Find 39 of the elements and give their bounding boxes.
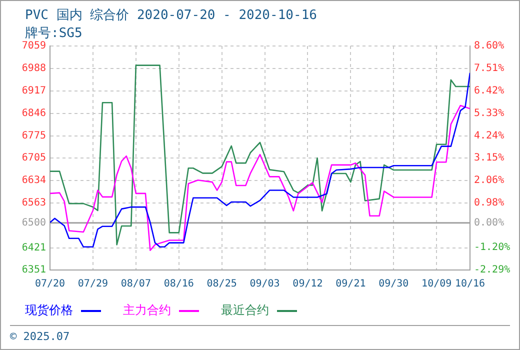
- legend-label: 最近合约: [221, 302, 270, 319]
- chart-title: PVC 国内 综合价 2020-07-20 - 2020-10-16: [25, 7, 317, 24]
- y-tick-label: 6705: [22, 152, 46, 164]
- x-tick-label: 07/20: [34, 278, 66, 290]
- y2-tick-label: 6.42%: [474, 85, 504, 96]
- x-tick-label: 08/07: [120, 278, 151, 290]
- y2-tick-label: 2.06%: [474, 175, 504, 186]
- y2-tick-label: -2.29%: [474, 264, 510, 276]
- x-tick-label: 08/25: [206, 278, 237, 290]
- y2-tick-label: -1.20%: [474, 242, 510, 254]
- x-tick-label: 08/16: [164, 278, 194, 290]
- y2-tick-label: 0.98%: [474, 197, 504, 208]
- y2-tick-label: 3.15%: [474, 152, 504, 164]
- y-tick-label: 6634: [22, 175, 46, 186]
- y-tick-label: 7059: [22, 40, 46, 52]
- y2-tick-label: 8.60%: [474, 40, 504, 52]
- y-tick-label: 6775: [22, 130, 46, 142]
- legend-label: 现货价格: [25, 302, 74, 319]
- y-tick-label: 6351: [22, 264, 46, 276]
- legend-label: 主力合约: [123, 302, 172, 319]
- chart-subtitle: 牌号:SG5: [25, 25, 82, 41]
- x-tick-label: 09/03: [250, 278, 280, 290]
- x-tick-label: 09/30: [378, 278, 409, 290]
- y-tick-label: 6500: [22, 217, 46, 228]
- y2-tick-label: 4.24%: [474, 130, 504, 142]
- y-tick-label: 6563: [22, 198, 46, 209]
- x-tick-label: 10/09: [422, 278, 452, 290]
- y2-tick-label: 0.00%: [474, 217, 504, 228]
- x-tick-label: 09/12: [292, 278, 323, 290]
- y-tick-label: 6988: [22, 63, 46, 74]
- y-tick-label: 6846: [22, 108, 46, 119]
- y2-tick-label: 7.51%: [474, 63, 504, 74]
- y-tick-label: 6421: [22, 242, 46, 254]
- x-tick-label: 07/29: [78, 278, 108, 290]
- y2-tick-label: 5.33%: [474, 108, 504, 119]
- y-tick-label: 6917: [22, 86, 46, 97]
- x-tick-label: 10/16: [454, 278, 486, 290]
- text: © 2025.07: [10, 330, 70, 343]
- x-tick-label: 09/21: [336, 278, 366, 290]
